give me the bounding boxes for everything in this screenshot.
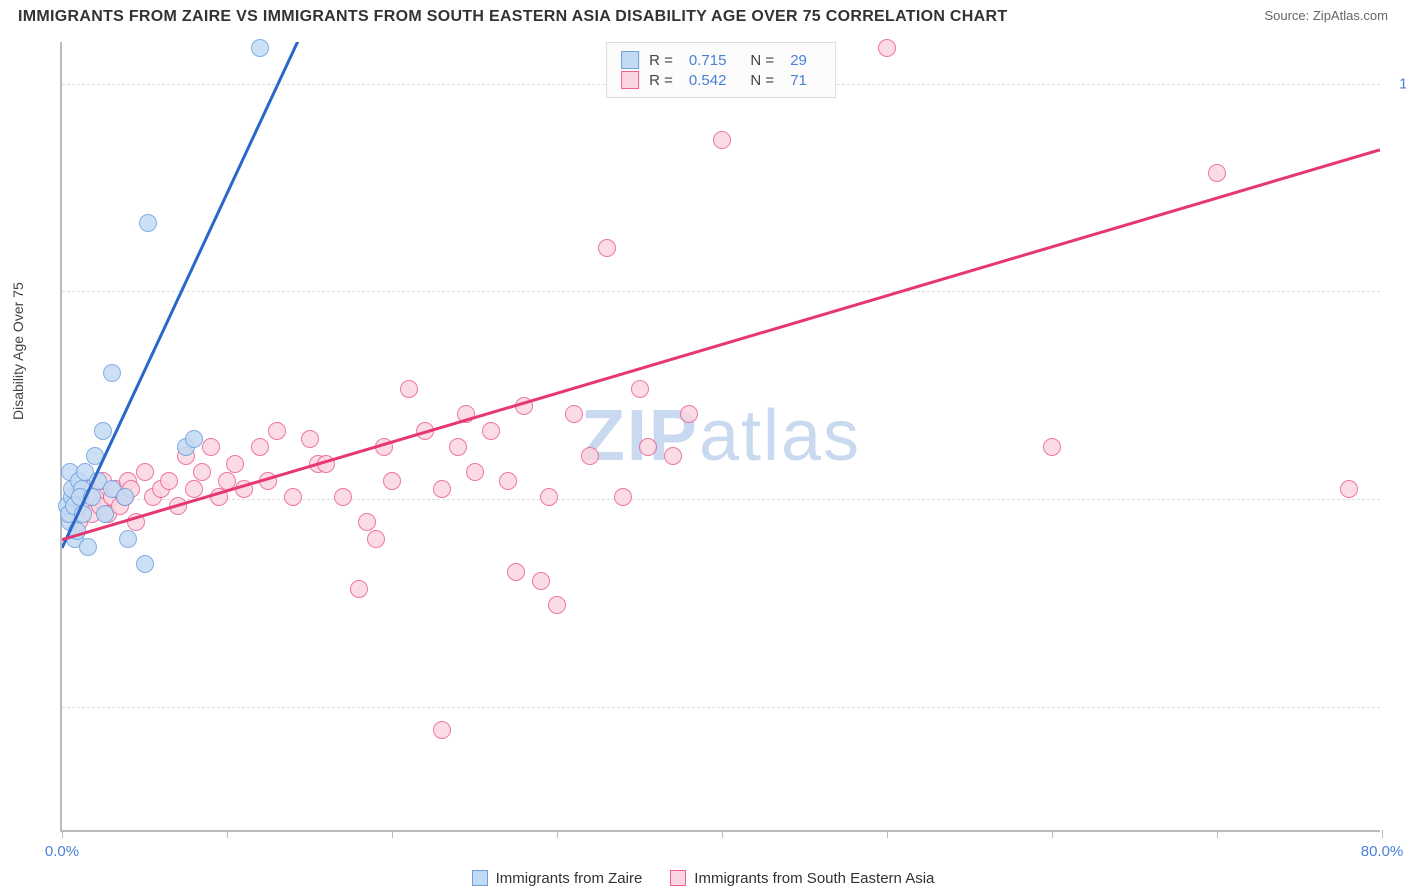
data-point bbox=[185, 480, 203, 498]
x-tick bbox=[392, 830, 393, 838]
data-point bbox=[507, 563, 525, 581]
data-point bbox=[515, 397, 533, 415]
data-point bbox=[499, 472, 517, 490]
data-point bbox=[375, 438, 393, 456]
data-point bbox=[202, 438, 220, 456]
data-point bbox=[350, 580, 368, 598]
data-point bbox=[358, 513, 376, 531]
y-tick-label: 75.0% bbox=[1390, 283, 1406, 300]
data-point bbox=[136, 463, 154, 481]
data-point bbox=[185, 430, 203, 448]
data-point bbox=[565, 405, 583, 423]
correlation-legend: R =0.715N =29 R =0.542N =71 bbox=[606, 42, 836, 98]
legend-item: Immigrants from South Eastern Asia bbox=[670, 870, 934, 887]
data-point bbox=[383, 472, 401, 490]
data-point bbox=[218, 472, 236, 490]
data-point bbox=[210, 488, 228, 506]
chart-title: IMMIGRANTS FROM ZAIRE VS IMMIGRANTS FROM… bbox=[18, 8, 1007, 26]
gridline bbox=[62, 291, 1380, 292]
data-point bbox=[433, 721, 451, 739]
data-point bbox=[581, 447, 599, 465]
data-point bbox=[334, 488, 352, 506]
data-point bbox=[284, 488, 302, 506]
data-point bbox=[79, 538, 97, 556]
gridline bbox=[62, 707, 1380, 708]
data-point bbox=[680, 405, 698, 423]
legend-item: Immigrants from Zaire bbox=[472, 870, 643, 887]
x-tick bbox=[62, 830, 63, 838]
data-point bbox=[96, 505, 114, 523]
data-point bbox=[532, 572, 550, 590]
gridline bbox=[62, 499, 1380, 500]
data-point bbox=[103, 364, 121, 382]
data-point bbox=[878, 39, 896, 57]
legend-row: R =0.542N =71 bbox=[621, 71, 821, 89]
data-point bbox=[400, 380, 418, 398]
data-point bbox=[466, 463, 484, 481]
data-point bbox=[119, 530, 137, 548]
data-point bbox=[1043, 438, 1061, 456]
data-point bbox=[631, 380, 649, 398]
data-point bbox=[251, 39, 269, 57]
data-point bbox=[416, 422, 434, 440]
data-point bbox=[136, 555, 154, 573]
data-point bbox=[713, 131, 731, 149]
x-tick bbox=[227, 830, 228, 838]
data-point bbox=[169, 497, 187, 515]
y-tick-label: 100.0% bbox=[1390, 75, 1406, 92]
data-point bbox=[367, 530, 385, 548]
legend-row: R =0.715N =29 bbox=[621, 51, 821, 69]
data-point bbox=[139, 214, 157, 232]
x-tick bbox=[1217, 830, 1218, 838]
data-point bbox=[540, 488, 558, 506]
y-axis-label: Disability Age Over 75 bbox=[10, 282, 26, 420]
data-point bbox=[94, 422, 112, 440]
data-point bbox=[598, 239, 616, 257]
source-credit: Source: ZipAtlas.com bbox=[1264, 8, 1388, 23]
data-point bbox=[639, 438, 657, 456]
data-point bbox=[74, 505, 92, 523]
data-point bbox=[251, 438, 269, 456]
data-point bbox=[1208, 164, 1226, 182]
data-point bbox=[433, 480, 451, 498]
x-tick bbox=[1052, 830, 1053, 838]
data-point bbox=[1340, 480, 1358, 498]
data-point bbox=[68, 522, 86, 540]
watermark: ZIPatlas bbox=[581, 395, 861, 477]
data-point bbox=[268, 422, 286, 440]
chart-plot-area: ZIPatlas R =0.715N =29R =0.542N =71 25.0… bbox=[60, 42, 1380, 832]
data-point bbox=[127, 513, 145, 531]
data-point bbox=[301, 430, 319, 448]
data-point bbox=[86, 447, 104, 465]
x-tick bbox=[1382, 830, 1383, 838]
data-point bbox=[83, 488, 101, 506]
x-tick bbox=[887, 830, 888, 838]
data-point bbox=[548, 596, 566, 614]
x-tick-label: 0.0% bbox=[45, 843, 79, 860]
y-tick-label: 50.0% bbox=[1390, 491, 1406, 508]
data-point bbox=[449, 438, 467, 456]
y-tick-label: 25.0% bbox=[1390, 699, 1406, 716]
data-point bbox=[193, 463, 211, 481]
x-tick bbox=[722, 830, 723, 838]
data-point bbox=[235, 480, 253, 498]
data-point bbox=[259, 472, 277, 490]
data-point bbox=[614, 488, 632, 506]
x-tick-label: 80.0% bbox=[1361, 843, 1404, 860]
data-point bbox=[457, 405, 475, 423]
series-legend: Immigrants from Zaire Immigrants from Sou… bbox=[0, 870, 1406, 891]
data-point bbox=[226, 455, 244, 473]
data-point bbox=[160, 472, 178, 490]
data-point bbox=[664, 447, 682, 465]
data-point bbox=[482, 422, 500, 440]
data-point bbox=[317, 455, 335, 473]
data-point bbox=[116, 488, 134, 506]
x-tick bbox=[557, 830, 558, 838]
